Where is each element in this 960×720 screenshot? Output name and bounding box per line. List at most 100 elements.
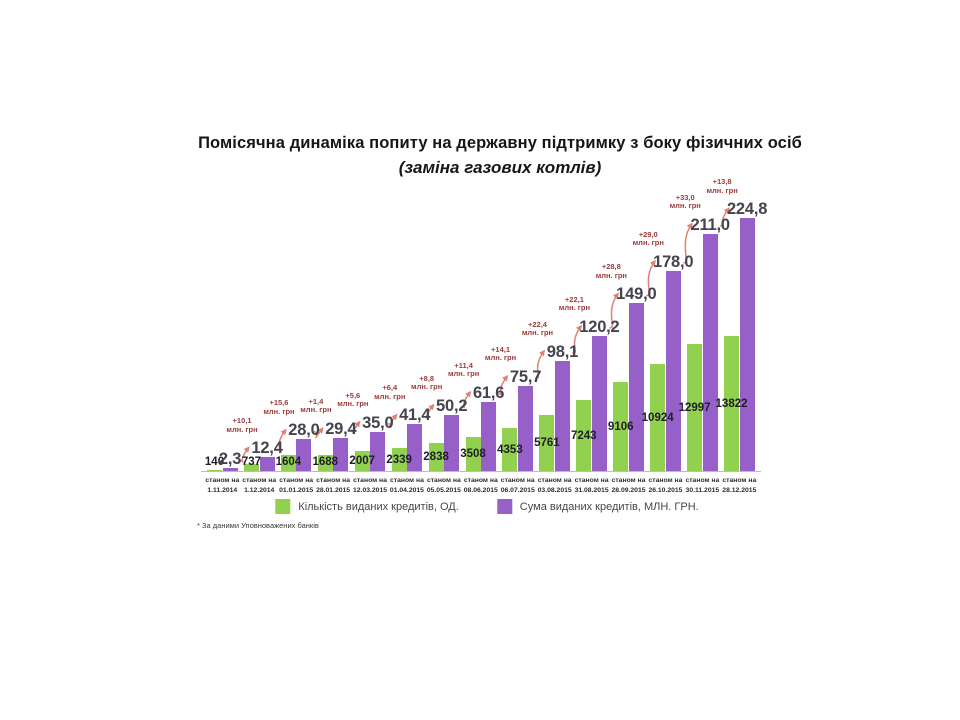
increment-label: +22,1 млн. грн: [558, 294, 591, 313]
green-bar-value-label: 12997: [678, 401, 711, 414]
increment-label: +1,4 млн. грн: [300, 396, 332, 415]
purple-bar: [739, 218, 755, 471]
footnote: * За даними Уповноважених банків: [197, 521, 319, 530]
increment-label: +11,4 млн. грн: [447, 360, 480, 379]
green-bar: [428, 443, 444, 471]
legend-swatch-purple-icon: [496, 499, 512, 514]
increment-label: +13,8 млн. грн: [706, 177, 738, 195]
purple-bar-value-label: 224,8: [726, 200, 768, 218]
green-bar: [243, 463, 259, 471]
purple-bar-value-label: 61,6: [472, 383, 505, 402]
increment-label: +10,1 млн. грн: [226, 416, 258, 434]
purple-bar: [370, 431, 386, 471]
green-bar: [576, 400, 592, 471]
purple-bar-value-label: 12,4: [251, 439, 283, 458]
purple-bar: [481, 401, 497, 471]
legend-item-credits-sum: Сума виданих кредитів, МЛН. ГРН.: [496, 499, 699, 514]
green-bar: [613, 382, 629, 471]
purple-bar-value-label: 35,0: [362, 413, 394, 432]
x-axis-label: станом на 28.12.2015: [722, 477, 757, 494]
x-axis-label: станом на 05.05.2015: [426, 477, 461, 494]
increment-label: +8,8 млн. грн: [411, 373, 443, 391]
green-bar-value-label: 140: [204, 456, 225, 468]
legend-label-credits-sum: Сума виданих кредитів, МЛН. ГРН.: [519, 500, 699, 513]
increment-label: +29,0 млн. грн: [632, 229, 664, 248]
green-bar-value-label: 4353: [497, 443, 523, 456]
purple-bar-value-label: 28,0: [288, 421, 320, 440]
x-axis-label: станом на 01.01.2015: [279, 477, 314, 494]
x-axis-label: станом на 28.01.2015: [316, 477, 351, 494]
x-axis-label: станом на 30.11.2015: [685, 477, 720, 494]
purple-bar-value-label: 29,4: [325, 419, 357, 438]
purple-bar-value-label: 120,2: [579, 317, 620, 336]
purple-bar-value-label: 75,7: [509, 367, 542, 386]
purple-bar: [628, 303, 644, 471]
increment-label: +6,4 млн. грн: [374, 383, 406, 401]
green-bar: [724, 336, 740, 471]
x-axis-label: станом на 12.03.2015: [353, 477, 388, 494]
x-axis-label: станом на 31.08.2015: [574, 477, 609, 494]
green-bar: [687, 344, 703, 471]
green-bar: [354, 451, 370, 471]
purple-bar-value-label: 149,0: [616, 285, 657, 304]
purple-bar: [702, 233, 718, 471]
increment-label: +5,6 млн. грн: [337, 390, 369, 409]
chart-subtitle: (заміна газових котлів): [398, 158, 602, 177]
chart-title: Помісячна динаміка попиту на державну пі…: [198, 134, 802, 152]
purple-bar: [407, 424, 423, 471]
purple-bar: [665, 270, 681, 471]
legend-item-credits-count: Кількість виданих кредитів, ОД.: [275, 499, 459, 514]
green-bar-value-label: 9106: [607, 420, 634, 433]
green-bar-value-label: 2007: [349, 455, 376, 468]
purple-bar: [591, 335, 607, 471]
green-bar: [280, 455, 296, 471]
green-bar: [391, 448, 407, 471]
green-bar-value-label: 2838: [423, 451, 449, 464]
purple-bar-value-label: 50,2: [436, 396, 468, 415]
green-bar-value-label: 7243: [571, 429, 597, 442]
increment-label: +28,8 млн. грн: [595, 262, 627, 280]
green-bar: [207, 469, 222, 471]
purple-bar-value-label: 98,1: [546, 342, 579, 361]
purple-bar: [222, 468, 238, 471]
purple-bar: [296, 439, 312, 471]
purple-bar-value-label: 41,4: [399, 406, 431, 425]
green-bar-value-label: 3508: [460, 447, 486, 460]
green-bar-value-label: 13822: [715, 397, 748, 410]
increment-label: +15,6 млн. грн: [263, 398, 295, 416]
green-bar: [502, 428, 518, 471]
legend-label-credits-count: Кількість виданих кредитів, ОД.: [298, 500, 459, 513]
green-bar: [650, 364, 666, 471]
x-axis-label: станом на 28.09.2015: [611, 477, 646, 494]
increment-label: +33,0 млн. грн: [669, 192, 701, 211]
x-axis-label: станом на 1.11.2014: [205, 477, 240, 494]
green-bar: [539, 414, 555, 471]
increment-label: +14,1 млн. грн: [484, 344, 517, 363]
purple-bar: [554, 360, 570, 471]
green-bar-value-label: 5761: [534, 436, 560, 449]
x-axis-label: станом на 1.12.2014: [242, 477, 277, 494]
purple-bar: [259, 457, 275, 471]
purple-bar: [444, 414, 460, 471]
x-axis-label: станом на 26.10.2015: [648, 477, 683, 494]
purple-bar-value-label: 178,0: [653, 252, 694, 271]
green-bar-value-label: 1604: [275, 456, 302, 468]
x-axis-label: станом на 08.06.2015: [463, 477, 498, 494]
purple-bar-value-label: 211,0: [690, 215, 730, 234]
green-bar-value-label: 1688: [312, 456, 339, 468]
green-bar: [317, 454, 333, 471]
green-bar-value-label: 2339: [386, 453, 412, 466]
green-bar: [465, 436, 481, 471]
x-axis-label: станом на 01.04.2015: [389, 477, 424, 494]
purple-bar: [333, 437, 349, 471]
purple-bar-value-label: 2,3: [218, 450, 242, 469]
increment-label: +22,4 млн. грн: [521, 319, 554, 338]
purple-bar: [518, 385, 534, 471]
x-axis-label: станом на 03.08.2015: [537, 477, 572, 494]
green-bar-value-label: 737: [241, 456, 262, 468]
x-axis-label: станом на 06.07.2015: [500, 477, 535, 494]
green-bar-value-label: 10924: [641, 411, 674, 424]
legend-swatch-green-icon: [275, 499, 291, 514]
